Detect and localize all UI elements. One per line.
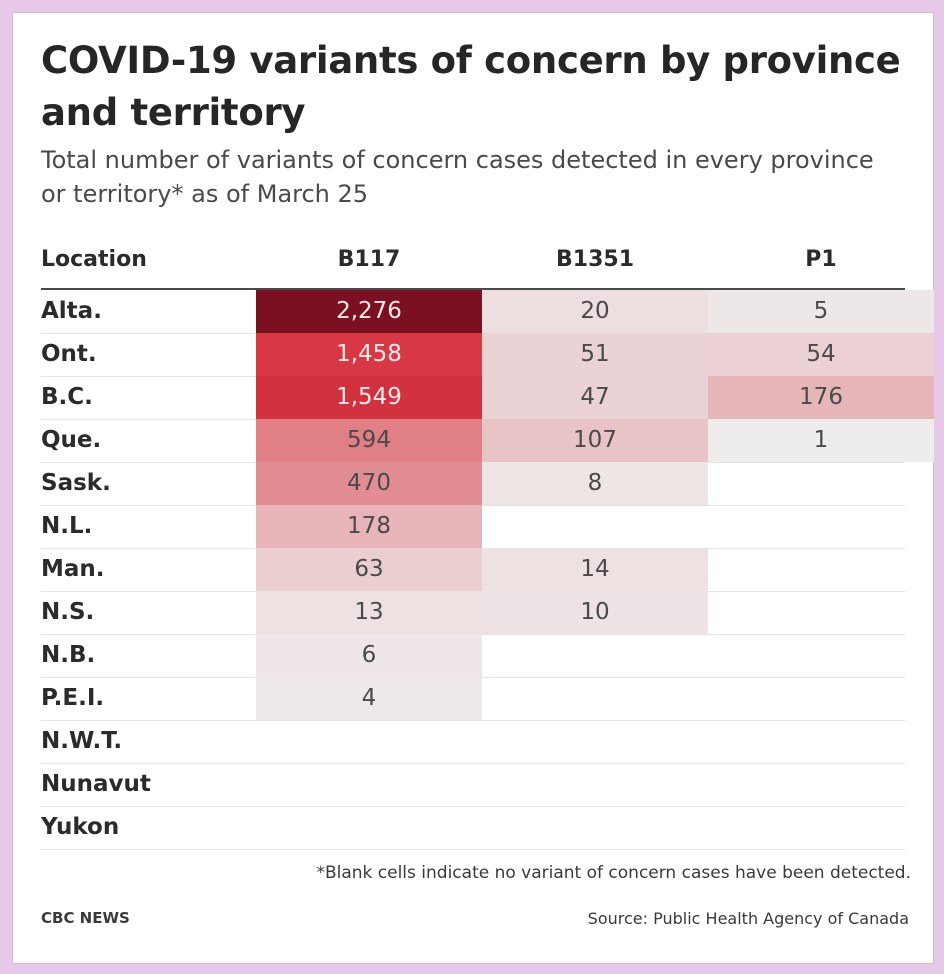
cell-b117: 178 [256,505,482,548]
cell-p1 [708,634,934,677]
cell-b117: 6 [256,634,482,677]
row-label: Sask. [41,470,111,496]
chart-card: COVID-19 variants of concern by province… [12,12,934,964]
cell-b1351: 14 [482,548,708,591]
table-row: Que. 594 107 1 [41,419,934,463]
row-label: Yukon [41,814,120,840]
cell-p1: 5 [708,290,934,333]
cell-p1 [708,677,934,720]
cell-b1351: 51 [482,333,708,376]
cell-b117: 4 [256,677,482,720]
cell-b117: 2,276 [256,290,482,333]
cell-b1351 [482,763,708,806]
table-row: P.E.I. 4 [41,677,905,721]
cell-b117: 470 [256,462,482,505]
cell-b1351 [482,634,708,677]
row-label: B.C. [41,384,93,410]
cell-b1351 [482,806,708,849]
cell-b1351: 107 [482,419,708,462]
cell-b1351: 47 [482,376,708,419]
cell-b1351: 20 [482,290,708,333]
table-row: Ont. 1,458 51 54 [41,333,934,377]
cell-b117: 1,458 [256,333,482,376]
column-header-location: Location [41,247,147,272]
row-label: N.S. [41,599,95,625]
cell-p1 [708,763,934,806]
table-row: Alta. 2,276 20 5 [41,290,934,334]
column-header-b1351: B1351 [556,247,634,272]
chart-subtitle: Total number of variants of concern case… [41,146,874,208]
row-label: P.E.I. [41,685,105,711]
column-header-p1: P1 [805,247,837,272]
column-header-b117: B117 [337,247,401,272]
cell-p1: 176 [708,376,934,419]
row-label: N.W.T. [41,728,123,754]
row-label: Nunavut [41,771,151,797]
table-row: N.S. 13 10 [41,591,905,635]
table-row: B.C. 1,549 47 176 [41,376,934,420]
table-row: Man. 63 14 [41,548,905,592]
cell-b1351 [482,505,708,548]
cell-p1 [708,505,934,548]
table-row: N.L. 178 [41,505,905,549]
cell-p1 [708,806,934,849]
cell-b1351 [482,677,708,720]
row-label: N.L. [41,513,93,539]
cell-b117 [256,720,482,763]
header-rule [41,288,905,290]
cell-b117: 13 [256,591,482,634]
cell-p1 [708,720,934,763]
table-row: Yukon [41,806,905,850]
cell-p1: 54 [708,333,934,376]
source-label: Source: Public Health Agency of Canada [587,909,909,928]
row-label: Ont. [41,341,97,367]
cell-b117 [256,763,482,806]
table-row: N.B. 6 [41,634,905,678]
row-label: Alta. [41,298,102,324]
row-label: Man. [41,556,105,582]
cell-p1 [708,548,934,591]
cell-p1 [708,591,934,634]
cell-b117 [256,806,482,849]
table-row: Sask. 470 8 [41,462,905,506]
footnote: *Blank cells indicate no variant of conc… [316,863,911,883]
cell-b117: 63 [256,548,482,591]
table-row: N.W.T. [41,720,905,764]
brand-label: CBC NEWS [41,909,130,927]
cell-b117: 594 [256,419,482,462]
cell-b1351: 8 [482,462,708,505]
cell-b117: 1,549 [256,376,482,419]
cell-p1: 1 [708,419,934,462]
row-label: N.B. [41,642,96,668]
cell-b1351: 10 [482,591,708,634]
row-label: Que. [41,427,102,453]
chart-title: COVID-19 variants of concern by province… [41,39,901,134]
cell-b1351 [482,720,708,763]
cell-p1 [708,462,934,505]
table-row: Nunavut [41,763,905,807]
